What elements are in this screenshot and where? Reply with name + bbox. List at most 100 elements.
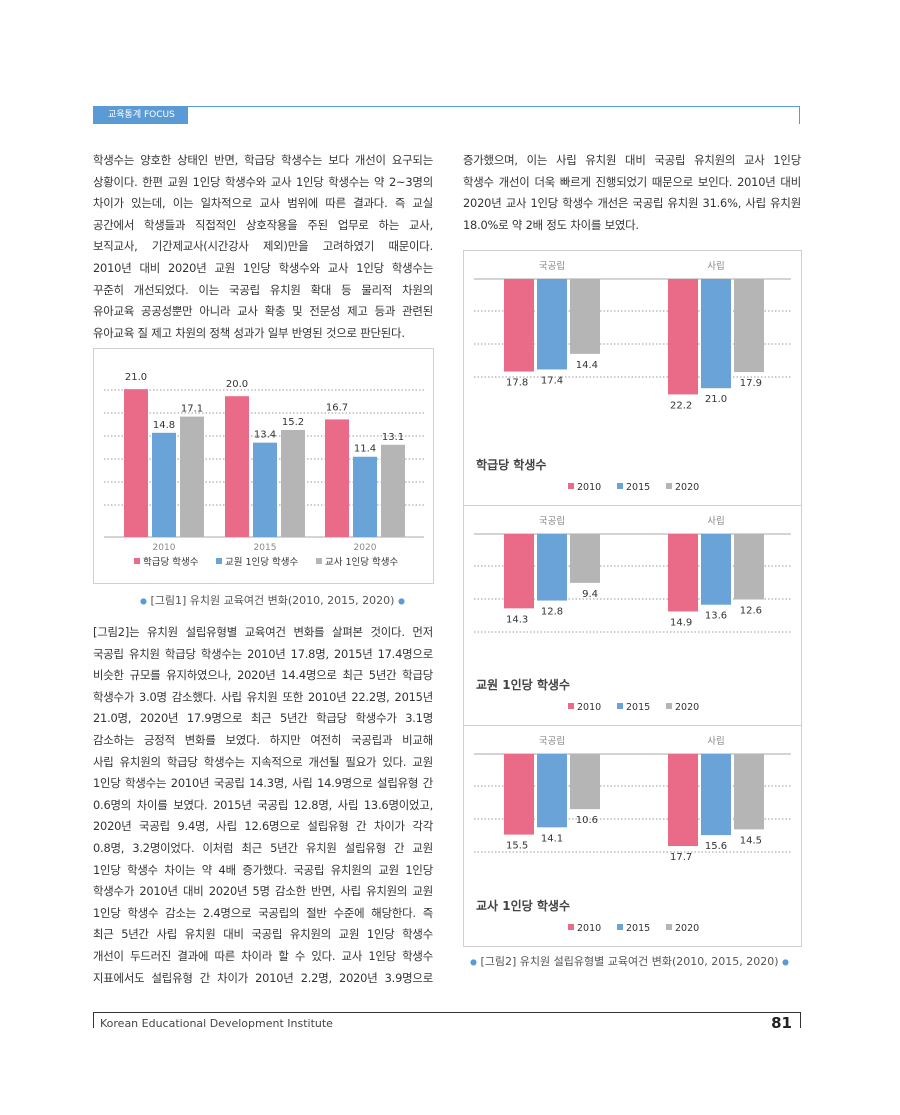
legend-swatch bbox=[617, 924, 623, 930]
legend-swatch bbox=[134, 558, 140, 564]
data-label: 11.4 bbox=[354, 444, 376, 455]
bullet-dot-icon: ● bbox=[470, 957, 477, 967]
data-label: 20.0 bbox=[226, 379, 248, 390]
data-label: 12.8 bbox=[541, 607, 563, 618]
legend-swatch bbox=[617, 703, 623, 709]
paragraph-line: 상황이다. 한편 교원 1인당 학생수와 교사 1인당 학생수는 약 2~3명의 bbox=[93, 174, 433, 189]
legend-swatch bbox=[316, 558, 322, 564]
legend-label: 2015 bbox=[626, 702, 650, 713]
page-number: 81 bbox=[771, 1014, 792, 1032]
paragraph-line: 최근 5년간 사립 유치원 대비 국공립 유치원의 교원 1인당 학생수 bbox=[93, 927, 433, 942]
category-label: 국공립 bbox=[539, 515, 565, 527]
data-label: 13.1 bbox=[382, 432, 404, 443]
bar bbox=[537, 279, 567, 370]
figure1-caption-text: [그림1] 유치원 교육여건 변화(2010, 2015, 2020) bbox=[150, 594, 395, 607]
data-label: 17.1 bbox=[181, 404, 203, 415]
data-label: 14.3 bbox=[506, 614, 528, 625]
data-label: 22.2 bbox=[670, 400, 692, 411]
figure2-chart-teacher-students: 국공립 15.5 14.1 10.6 사립 17.7 15.6 14.5 교사 1인당 학생수 2… bbox=[474, 735, 791, 934]
paragraph-line: 18.0%로 약 2배 정도 차이를 보였다. bbox=[463, 217, 639, 232]
paragraph-line: 학생수는 양호한 상태인 반면, 학급당 학생수는 보다 개선이 요구되는 bbox=[93, 153, 433, 167]
paragraph-line: 공간에서 학생들과 직접적인 상호작용을 주된 업무로 하는 교사, bbox=[93, 217, 433, 232]
paragraph-line: 1인당 학생수 차이는 약 4배 증가했다. 국공립 유치원의 교원 1인당 bbox=[93, 862, 433, 877]
legend-swatch bbox=[568, 703, 574, 709]
figure2-panel-class-students: 국공립 17.8 17.4 14.4 사립 22.2 21.0 17.9 학급당 학생수 2010… bbox=[463, 250, 802, 506]
data-label: 14.4 bbox=[576, 360, 598, 371]
paragraph-line: 비슷한 규모를 유지하였으나, 2020년 14.4명으로 최근 5년간 학급당 bbox=[93, 668, 433, 683]
bar bbox=[124, 389, 148, 537]
legend-label: 2015 bbox=[626, 923, 650, 934]
footer-rule-tick-right bbox=[800, 1012, 801, 1028]
paragraph-line: 학생수 개선이 더욱 빠르게 진행되었기 때문으로 보인다. 2010년 대비 bbox=[463, 174, 801, 189]
paragraph-line: 꾸준히 개선되었다. 이는 국공립 유치원 확대 등 물리적 차원의 bbox=[93, 282, 433, 297]
paragraph-line: 지표에서도 설립유형 간 차이가 2010년 2.2명, 2020년 3.9명으… bbox=[93, 970, 433, 985]
data-label: 9.4 bbox=[582, 589, 598, 600]
header-rule bbox=[93, 106, 800, 107]
legend-swatch bbox=[666, 703, 672, 709]
figure2-caption: ● [그림2] 유치원 설립유형별 교육여건 변화(2010, 2015, 20… bbox=[470, 953, 789, 969]
x-tick-label: 2015 bbox=[254, 543, 277, 553]
left-paragraph-2: [그림2]는 유치원 설립유형별 교육여건 변화를 살펴본 것이다. 먼저 국공립… bbox=[93, 622, 433, 989]
bar bbox=[668, 754, 698, 847]
paragraph-line: 유아교육 질 제고 차원의 정책 성과가 일부 반영된 것으로 판단된다. bbox=[93, 325, 405, 340]
paragraph-line: 감소하는 긍정적 변화를 보였다. 하지만 여전히 국공립과 비교해 bbox=[93, 732, 433, 747]
paragraph-line: 증가했으며, 이는 사립 유치원 대비 국공립 유치원의 교사 1인당 bbox=[463, 153, 801, 167]
bar bbox=[353, 456, 377, 537]
paragraph-line: 1인당 학생수 감소는 2.4명으로 국공립의 절반 수준에 해당한다. 즉 bbox=[93, 905, 433, 920]
figure1-caption: ● [그림1] 유치원 교육여건 변화(2010, 2015, 2020) ● bbox=[140, 592, 405, 608]
bar bbox=[504, 534, 534, 609]
bar bbox=[253, 442, 277, 537]
data-label: 15.6 bbox=[705, 841, 727, 852]
category-label: 사립 bbox=[707, 260, 724, 272]
chart-title: 교사 1인당 학생수 bbox=[476, 898, 570, 913]
category-label: 국공립 bbox=[539, 260, 565, 272]
paragraph-line: 1인당 학생수는 2010년 국공립 14.3명, 사립 14.9명으로 설립유… bbox=[93, 776, 433, 791]
paragraph-line: 학생수가 3.0명 감소했다. 사립 유치원 또한 2010년 22.2명, 2… bbox=[93, 689, 433, 704]
legend-label: 2010 bbox=[577, 702, 601, 713]
figure1-chart: 21.0 14.8 17.1 2010 20.0 13.4 15.2 2015 16.7 11.4… bbox=[104, 372, 424, 568]
paragraph-line: 보직교사, 기간제교사(시간강사 제외)만을 고려하였기 때문이다. bbox=[93, 239, 433, 254]
paragraph-line: 21.0명, 2020년 17.9명으로 최근 5년간 학급당 학생수가 3.1… bbox=[93, 711, 433, 726]
bar bbox=[734, 279, 764, 373]
bullet-dot-icon: ● bbox=[397, 596, 405, 606]
legend-swatch bbox=[666, 483, 672, 489]
footer-rule bbox=[93, 1012, 800, 1013]
legend-swatch bbox=[568, 483, 574, 489]
bar bbox=[325, 419, 349, 537]
data-label: 17.9 bbox=[740, 378, 762, 389]
data-label: 13.6 bbox=[705, 611, 727, 622]
paragraph-line: 2010년 대비 2020년 교원 1인당 학생수와 교사 1인당 학생수는 bbox=[93, 260, 433, 275]
paragraph-line: 차이가 있는데, 이는 일차적으로 교사 범위에 따른 결과다. 즉 교실 bbox=[93, 196, 433, 211]
figure2-caption-text: [그림2] 유치원 설립유형별 교육여건 변화(2010, 2015, 2020… bbox=[480, 955, 779, 968]
legend-label: 2020 bbox=[675, 482, 699, 493]
data-label: 16.7 bbox=[326, 402, 348, 413]
paragraph-line: 학생수가 2010년 대비 2020년 5명 감소한 반면, 사립 유치원의 교… bbox=[93, 884, 433, 899]
footer-institute: Korean Educational Development Institute bbox=[100, 1017, 333, 1030]
figure2-chart-faculty-students: 국공립 14.3 12.8 9.4 사립 14.9 13.6 12.6 교원 1인당 학생수 20… bbox=[474, 515, 791, 713]
header-rule-tick bbox=[799, 106, 800, 124]
bar bbox=[570, 534, 600, 583]
bar bbox=[381, 444, 405, 537]
legend-swatch bbox=[617, 483, 623, 489]
x-tick-label: 2010 bbox=[153, 543, 176, 553]
data-label: 17.8 bbox=[506, 378, 528, 389]
data-label: 14.8 bbox=[153, 420, 175, 431]
bar bbox=[734, 534, 764, 600]
category-label: 사립 bbox=[707, 735, 724, 747]
bar bbox=[701, 279, 731, 389]
bar bbox=[668, 534, 698, 612]
legend-label: 2015 bbox=[626, 482, 650, 493]
legend-swatch bbox=[666, 924, 672, 930]
legend-label: 2020 bbox=[675, 923, 699, 934]
footer-rule-tick-left bbox=[93, 1012, 94, 1028]
bar bbox=[180, 416, 204, 537]
figure2-panel-teacher-students: 국공립 15.5 14.1 10.6 사립 17.7 15.6 14.5 교사 1인당 학생수 2… bbox=[463, 725, 802, 947]
bar bbox=[701, 534, 731, 605]
data-label: 15.2 bbox=[282, 417, 304, 428]
bar bbox=[537, 534, 567, 601]
data-label: 13.4 bbox=[254, 430, 276, 441]
data-label: 12.6 bbox=[740, 606, 762, 617]
bar bbox=[701, 754, 731, 836]
